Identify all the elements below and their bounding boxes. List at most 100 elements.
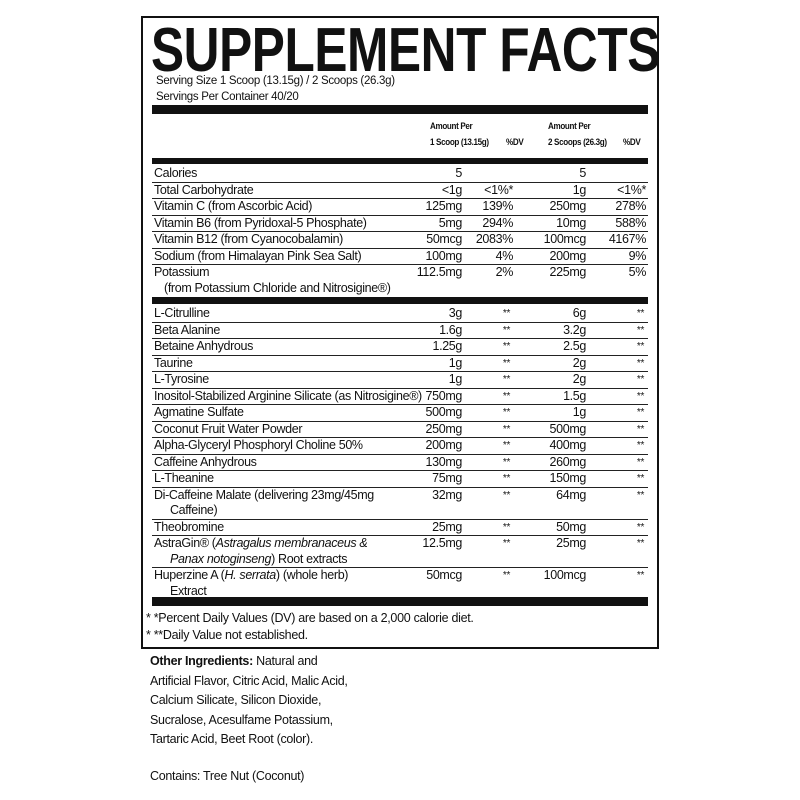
dv-1-scoop: ** bbox=[502, 341, 510, 352]
dv-1-scoop: 4% bbox=[495, 248, 514, 263]
row-name-continued-part: Panax notoginseng bbox=[170, 551, 272, 566]
dv-2-scoops: ** bbox=[636, 538, 644, 549]
amount-2-scoops: 1g bbox=[572, 182, 587, 197]
supplement-facts-panel: SUPPLEMENT FACTS Serving Size 1 Scoop (1… bbox=[141, 16, 660, 649]
dv-1-scoop: 2083% bbox=[475, 232, 514, 246]
ingredient-row: Betaine Anhydrous 1.25g ** 2.5g ** bbox=[152, 339, 648, 356]
row-name: Vitamin C (from Ascorbic Acid) bbox=[154, 199, 313, 213]
amount-2-scoops: 3.2g bbox=[563, 322, 586, 337]
dv-1-scoop: ** bbox=[502, 521, 510, 533]
dv-1-scoop: ** bbox=[502, 423, 510, 435]
allergen-statement: Contains: Tree Nut (Coconut) bbox=[150, 769, 305, 783]
dv-1-scoop: ** bbox=[502, 473, 510, 484]
divider-bar bbox=[152, 597, 648, 606]
other-ingredients-text: Natural and Artificial Flavor, Citric Ac… bbox=[150, 654, 348, 747]
row-name: Sodium (from Himalayan Pink Sea Salt) bbox=[154, 248, 362, 263]
nutrient-row: Calories 5 5 bbox=[152, 166, 648, 183]
row-name: L-Citrulline bbox=[154, 306, 210, 320]
amount-2-scoops: 250mg bbox=[549, 199, 587, 213]
ingredient-row: Di-Caffeine Malate (delivering 23mg/45mg… bbox=[152, 488, 648, 520]
ingredient-row: Coconut Fruit Water Powder 250mg ** 500mg ** bbox=[152, 421, 648, 438]
panel-title: SUPPLEMENT FACTS bbox=[151, 16, 660, 85]
amount-1-scoop: 500mg bbox=[425, 405, 463, 419]
row-name-part: ) (whole herb) bbox=[275, 568, 349, 582]
amount-2-scoops: 200mg bbox=[549, 248, 587, 263]
dv-1-scoop: ** bbox=[502, 374, 510, 385]
dv-1-scoop: ** bbox=[502, 570, 510, 581]
amount-1-scoop: 130mg bbox=[425, 454, 463, 469]
dv-2-scoops: ** bbox=[636, 390, 644, 402]
row-name-part: AstraGin® ( bbox=[154, 536, 216, 550]
dv-2-scoops: ** bbox=[636, 456, 644, 468]
amount-1-scoop: 32mg bbox=[432, 487, 462, 502]
row-name: Taurine bbox=[154, 355, 193, 370]
row-name: Di-Caffeine Malate (delivering 23mg/45mg bbox=[154, 487, 374, 502]
ingredient-row: L-Theanine 75mg ** 150mg ** bbox=[152, 471, 648, 488]
amount-1-scoop: <1g bbox=[441, 182, 463, 197]
amount-2-scoops: 6g bbox=[572, 306, 587, 320]
header-dv-1: %DV bbox=[506, 137, 524, 148]
row-name-continued-part: ) Root extracts bbox=[271, 551, 348, 566]
amount-2-scoops: 10mg bbox=[556, 215, 586, 230]
amount-2-scoops: 1g bbox=[572, 405, 587, 419]
header-scoop-2: 2 Scoops (26.3g) bbox=[548, 137, 607, 148]
amount-2-scoops: 2g bbox=[572, 372, 587, 386]
header-dv-2: %DV bbox=[623, 137, 641, 148]
dv-2-scoops: ** bbox=[636, 489, 644, 501]
row-name: L-Theanine bbox=[154, 471, 214, 485]
ingredient-row: Theobromine 25mg ** 50mg ** bbox=[152, 519, 648, 536]
dv-2-scoops: ** bbox=[636, 570, 644, 581]
amount-1-scoop: 1.6g bbox=[439, 322, 462, 337]
dv-2-scoops: ** bbox=[636, 473, 644, 484]
dv-1-scoop: ** bbox=[502, 390, 510, 402]
amount-2-scoops: 225mg bbox=[549, 265, 587, 279]
amount-1-scoop: 12.5mg bbox=[422, 536, 462, 550]
row-name: Caffeine Anhydrous bbox=[154, 454, 257, 469]
amount-1-scoop: 75mg bbox=[432, 471, 462, 485]
amount-1-scoop: 1g bbox=[448, 372, 463, 386]
dv-2-scoops: 588% bbox=[615, 215, 646, 230]
dv-1-scoop: ** bbox=[502, 538, 510, 549]
amount-1-scoop: 50mcg bbox=[426, 232, 462, 246]
ingredient-row: L-Tyrosine 1g ** 2g ** bbox=[152, 372, 648, 389]
amount-1-scoop: 250mg bbox=[425, 421, 463, 436]
amount-2-scoops: 2.5g bbox=[563, 339, 586, 353]
row-name: Alpha-Glyceryl Phosphoryl Choline 50% bbox=[154, 438, 363, 452]
row-name-part: Huperzine A ( bbox=[154, 568, 225, 582]
amount-2-scoops: 2g bbox=[572, 355, 587, 370]
row-name-part: Astragalus membranaceus & bbox=[215, 536, 368, 550]
dv-2-scoops: 5% bbox=[628, 265, 647, 279]
row-name-continued: Extract bbox=[170, 583, 207, 598]
amount-1-scoop: 25mg bbox=[432, 519, 462, 534]
row-name: Theobromine bbox=[154, 519, 224, 534]
row-name: Inositol-Stabilized Arginine Silicate (a… bbox=[154, 388, 422, 403]
nutrient-row: Vitamin C (from Ascorbic Acid) 125mg 139% 2… bbox=[152, 199, 648, 216]
dv-1-scoop: <1%* bbox=[484, 182, 513, 197]
amount-2-scoops: 100mcg bbox=[543, 232, 587, 246]
serving-size: Serving Size 1 Scoop (13.15g) / 2 Scoops… bbox=[156, 75, 395, 87]
dv-1-scoop: ** bbox=[502, 324, 510, 336]
amount-1-scoop: 1.25g bbox=[432, 339, 462, 353]
amount-2-scoops: 5 bbox=[579, 166, 586, 180]
row-name: Vitamin B12 (from Cyanocobalamin) bbox=[154, 232, 343, 246]
row-name: L-Tyrosine bbox=[154, 372, 209, 386]
dv-1-scoop: ** bbox=[502, 456, 510, 468]
divider-bar bbox=[152, 158, 648, 164]
dv-2-scoops: 278% bbox=[615, 199, 646, 213]
amount-2-scoops: 260mg bbox=[549, 454, 587, 469]
footnote-not-established: * **Daily Value not established. bbox=[146, 628, 308, 642]
nutrient-row: Sodium (from Himalayan Pink Sea Salt) 100… bbox=[152, 248, 648, 265]
amount-1-scoop: 50mcg bbox=[426, 568, 462, 582]
row-name-continued: (from Potassium Chloride and Nitrosigine… bbox=[164, 280, 391, 295]
amount-1-scoop: 5mg bbox=[438, 215, 463, 230]
dv-2-scoops: ** bbox=[636, 440, 644, 451]
dv-2-scoops: 9% bbox=[628, 248, 647, 263]
ingredient-row: Caffeine Anhydrous 130mg ** 260mg ** bbox=[152, 454, 648, 471]
footnote-dv: * *Percent Daily Values (DV) are based o… bbox=[146, 611, 474, 625]
dv-2-scoops: ** bbox=[636, 407, 644, 418]
dv-2-scoops: ** bbox=[636, 341, 644, 352]
nutrient-row: Total Carbohydrate <1g <1%* 1g <1%* bbox=[152, 182, 648, 199]
amount-1-scoop: 200mg bbox=[425, 438, 463, 452]
ingredient-row: Huperzine A (H. serrata) (whole herb) Ext… bbox=[152, 568, 648, 599]
header-scoop-1: 1 Scoop (13.15g) bbox=[430, 137, 489, 148]
